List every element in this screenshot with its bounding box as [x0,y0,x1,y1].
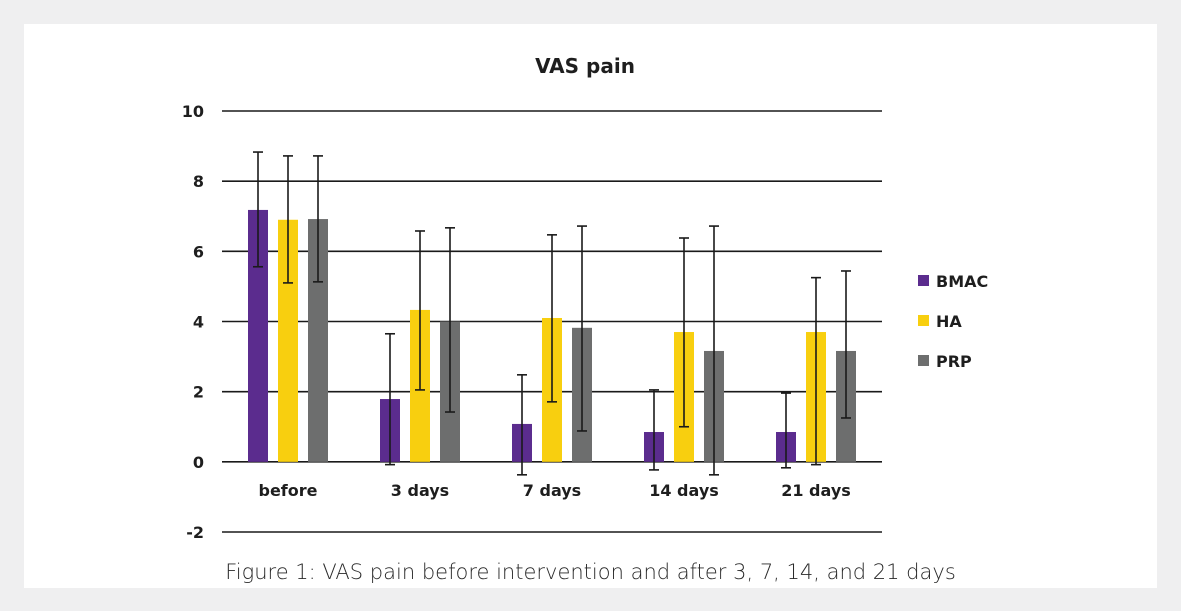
legend-swatch-ha [918,315,929,326]
y-tick-label: 0 [193,453,204,472]
legend-swatch-prp [918,355,929,366]
x-tick-label: 7 days [523,481,581,500]
bar-bmac [248,209,268,462]
y-axis-ticks: -2 0 2 4 6 8 10 [182,102,204,542]
chart-title: VAS pain [535,54,635,78]
x-tick-label: 14 days [649,481,719,500]
y-tick-label: 6 [193,242,204,261]
figure-card [24,24,1157,588]
bar-ha [278,219,298,462]
legend-label-prp: PRP [936,352,972,371]
bar-prp [308,219,328,462]
y-tick-label: 2 [193,383,204,402]
x-tick-label: 3 days [391,481,449,500]
legend-label-bmac: BMAC [936,272,988,291]
legend-label-ha: HA [936,312,962,331]
legend-swatch-bmac [918,275,929,286]
x-axis-ticks: before 3 days 7 days 14 days 21 days [259,481,851,500]
y-tick-label: -2 [186,523,204,542]
y-tick-label: 4 [193,313,204,332]
y-tick-label: 8 [193,172,204,191]
x-tick-label: 21 days [781,481,851,500]
legend: BMAC HA PRP [918,272,988,371]
error-bars [253,151,851,476]
x-tick-label: before [259,481,318,500]
y-tick-label: 10 [182,102,204,121]
figure-caption: Figure 1: VAS pain before intervention a… [225,560,956,584]
